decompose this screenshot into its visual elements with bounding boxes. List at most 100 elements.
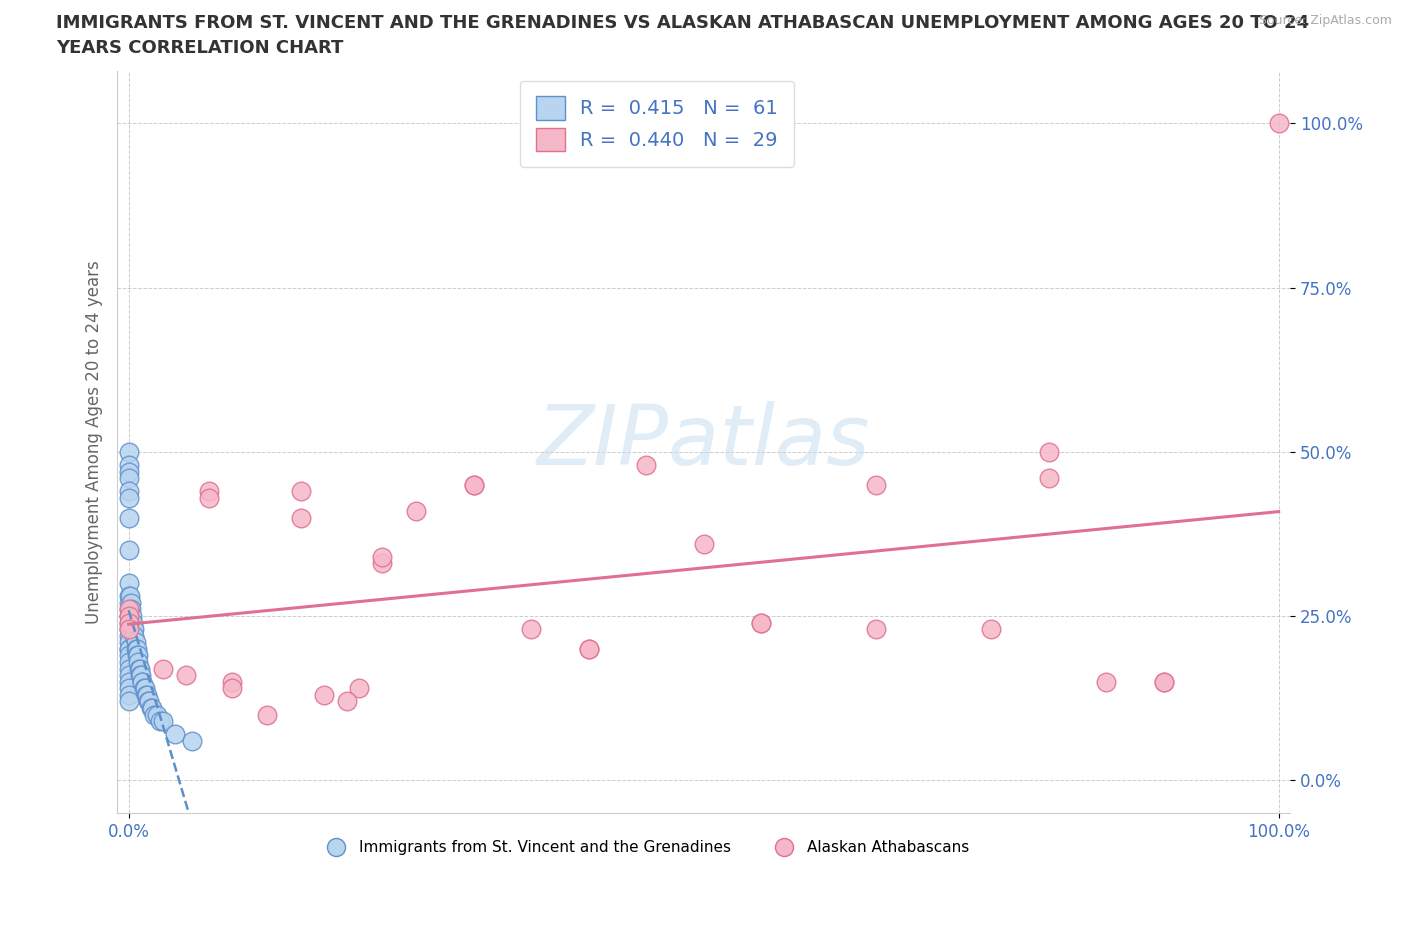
Point <box>118 615 141 630</box>
Point <box>118 629 141 644</box>
Point <box>125 648 148 663</box>
Point <box>314 687 336 702</box>
Point <box>1267 116 1289 131</box>
Point <box>256 707 278 722</box>
Point <box>749 615 772 630</box>
Point <box>118 576 141 591</box>
Text: ZIPatlas: ZIPatlas <box>537 402 870 483</box>
Point <box>143 707 166 722</box>
Point <box>152 713 174 728</box>
Point <box>865 477 887 492</box>
Legend: Immigrants from St. Vincent and the Grenadines, Alaskan Athabascans: Immigrants from St. Vincent and the Gren… <box>315 834 976 861</box>
Point <box>347 681 370 696</box>
Point <box>1038 471 1060 485</box>
Point <box>290 510 312 525</box>
Point <box>118 655 141 670</box>
Point <box>127 648 149 663</box>
Point <box>118 687 141 702</box>
Point <box>1095 674 1118 689</box>
Text: IMMIGRANTS FROM ST. VINCENT AND THE GRENADINES VS ALASKAN ATHABASCAN UNEMPLOYMEN: IMMIGRANTS FROM ST. VINCENT AND THE GREN… <box>56 14 1309 32</box>
Point <box>1153 674 1175 689</box>
Point <box>118 681 141 696</box>
Point <box>174 668 197 683</box>
Point <box>124 642 146 657</box>
Point <box>135 687 157 702</box>
Point <box>578 642 600 657</box>
Point <box>118 642 141 657</box>
Point <box>578 642 600 657</box>
Point <box>463 477 485 492</box>
Point <box>181 734 204 749</box>
Point <box>118 464 141 479</box>
Point <box>221 681 243 696</box>
Point <box>749 615 772 630</box>
Point <box>118 471 141 485</box>
Point <box>118 635 141 650</box>
Point <box>1153 674 1175 689</box>
Point <box>118 608 141 623</box>
Point <box>405 503 427 518</box>
Point <box>138 694 160 709</box>
Point <box>118 642 141 657</box>
Point <box>118 510 141 525</box>
Point <box>124 629 146 644</box>
Point <box>121 608 143 623</box>
Point <box>149 713 172 728</box>
Point <box>131 674 153 689</box>
Point <box>118 484 141 498</box>
Point <box>136 687 159 702</box>
Point <box>636 458 658 472</box>
Point <box>692 537 714 551</box>
Point <box>131 668 153 683</box>
Point <box>141 700 163 715</box>
Point <box>221 674 243 689</box>
Point <box>124 635 146 650</box>
Point <box>118 458 141 472</box>
Point <box>980 622 1002 637</box>
Point <box>118 445 141 459</box>
Point <box>520 622 543 637</box>
Point <box>118 661 141 676</box>
Point <box>131 674 153 689</box>
Point <box>129 661 152 676</box>
Point <box>118 602 141 617</box>
Point <box>120 602 142 617</box>
Point <box>134 681 156 696</box>
Text: YEARS CORRELATION CHART: YEARS CORRELATION CHART <box>56 39 343 57</box>
Point <box>118 622 141 637</box>
Point <box>198 490 221 505</box>
Point <box>370 556 392 571</box>
Point <box>132 681 155 696</box>
Point <box>124 622 146 637</box>
Point <box>290 484 312 498</box>
Point <box>128 661 150 676</box>
Point <box>865 622 887 637</box>
Point <box>118 674 141 689</box>
Text: Source: ZipAtlas.com: Source: ZipAtlas.com <box>1258 14 1392 27</box>
Point <box>118 589 141 604</box>
Point <box>125 642 148 657</box>
Point <box>136 694 159 709</box>
Point <box>127 655 149 670</box>
Point <box>118 608 141 623</box>
Point <box>463 477 485 492</box>
Point <box>120 595 142 610</box>
Point <box>118 490 141 505</box>
Point <box>146 707 169 722</box>
Point <box>122 622 145 637</box>
Point <box>336 694 359 709</box>
Point <box>1038 445 1060 459</box>
Point <box>118 694 141 709</box>
Y-axis label: Unemployment Among Ages 20 to 24 years: Unemployment Among Ages 20 to 24 years <box>86 260 103 624</box>
Point <box>118 602 141 617</box>
Point <box>122 615 145 630</box>
Point <box>118 543 141 558</box>
Point <box>139 700 162 715</box>
Point <box>118 622 141 637</box>
Point <box>118 595 141 610</box>
Point <box>118 648 141 663</box>
Point <box>163 727 186 742</box>
Point <box>198 484 221 498</box>
Point <box>129 668 152 683</box>
Point <box>118 615 141 630</box>
